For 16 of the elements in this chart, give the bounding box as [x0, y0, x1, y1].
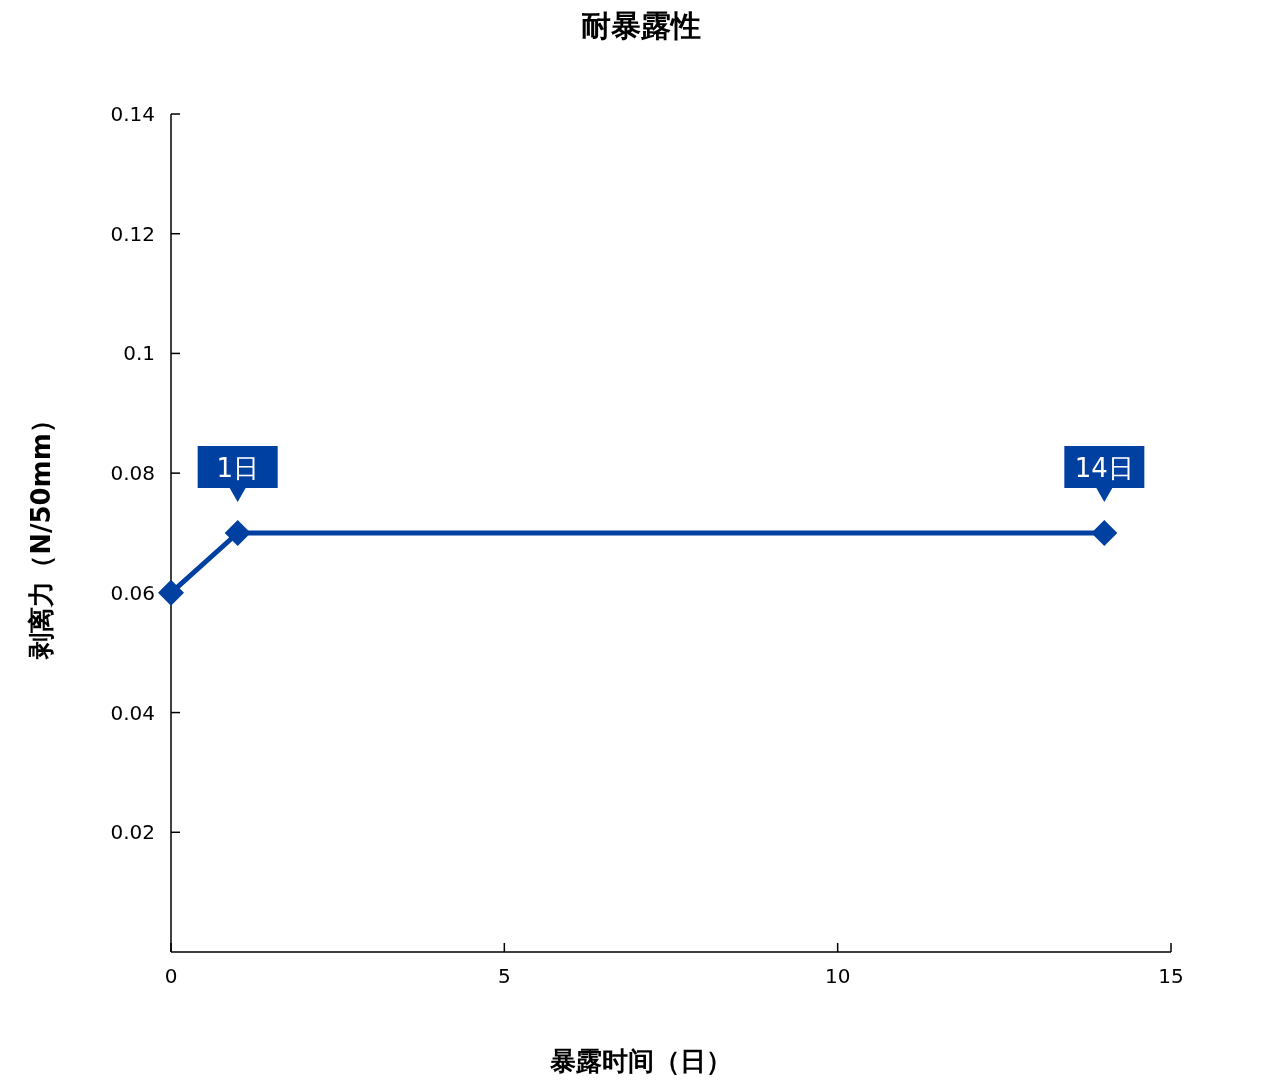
y-tick-label: 0.1	[123, 341, 155, 366]
y-axis-title: 剥离力（N/50mm）	[26, 407, 56, 660]
annotation: 14日	[1074, 453, 1134, 483]
y-tick-label: 0.08	[110, 461, 155, 486]
y-tick-label: 0.06	[110, 580, 155, 605]
x-tick-label: 5	[497, 964, 511, 988]
x-axis-title: 暴露时间（日）	[548, 1046, 732, 1076]
y-tick-label: 0.14	[110, 102, 155, 126]
chart-title: 耐暴露性	[580, 8, 701, 43]
annotation: 1日	[216, 453, 259, 483]
y-tick-label: 0.12	[110, 221, 155, 246]
x-tick-label: 0	[164, 964, 178, 988]
x-tick-label: 15	[1158, 964, 1184, 988]
x-tick-label: 10	[824, 964, 851, 988]
y-tick-label: 0.04	[110, 700, 155, 725]
y-tick-label: 0.02	[110, 820, 155, 845]
